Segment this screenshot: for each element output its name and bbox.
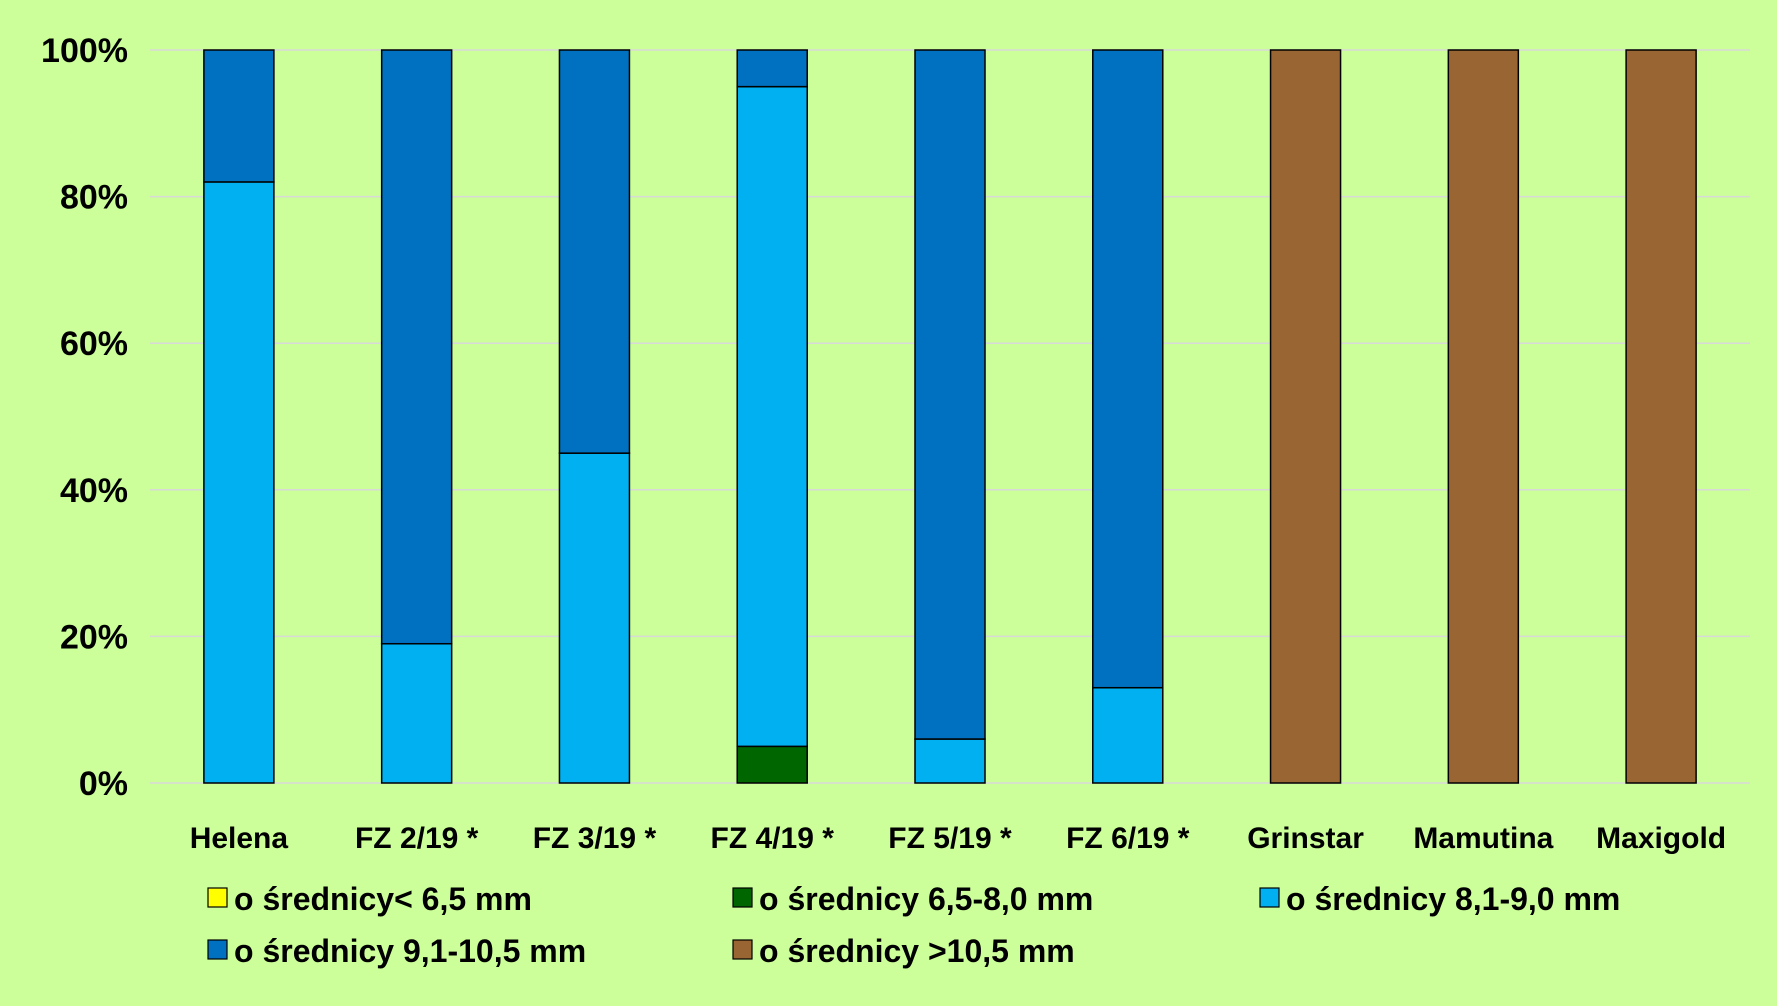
legend-label: o średnicy >10,5 mm [759, 933, 1075, 969]
x-tick-label: FZ 2/19 * [355, 822, 479, 855]
legend-label: o średnicy 6,5-8,0 mm [759, 881, 1093, 917]
legend-swatch [1259, 887, 1280, 908]
legend-swatch [207, 939, 228, 960]
x-tick-label: FZ 6/19 * [1066, 822, 1190, 855]
bar-segment [1447, 49, 1520, 784]
bar-segment [1625, 49, 1697, 784]
y-tick-label: 80% [60, 179, 128, 217]
legend-label: o średnicy< 6,5 mm [234, 881, 532, 917]
y-tick-label: 0% [79, 765, 128, 803]
bar-segment [380, 642, 453, 784]
legend-label: o średnicy 8,1-9,0 mm [1286, 881, 1620, 917]
y-axis-tick-labels: 0% 20% 40% 60% 80% 100% [41, 32, 128, 803]
legend: o średnicy< 6,5 mm o średnicy 6,5-8,0 mm o… [207, 881, 1620, 969]
bar-segment [736, 745, 808, 784]
x-tick-label: Mamutina [1413, 822, 1553, 855]
x-axis-category-labels: Helena FZ 2/19 * FZ 3/19 * FZ 4/19 * FZ 5/19… [190, 822, 1726, 855]
y-tick-label: 40% [60, 472, 128, 510]
bar-segment [736, 85, 808, 748]
bar-segment [1092, 686, 1164, 784]
x-tick-label: FZ 3/19 * [533, 822, 657, 855]
x-tick-label: FZ 5/19 * [888, 822, 1012, 855]
y-tick-label: 100% [41, 32, 128, 70]
bar-segment [380, 49, 453, 645]
bar-segment [1092, 49, 1164, 689]
x-tick-label: FZ 4/19 * [711, 822, 835, 855]
bar-segment [558, 49, 631, 454]
legend-label: o średnicy 9,1-10,5 mm [234, 933, 586, 969]
x-tick-label: Helena [190, 822, 289, 855]
bar-segment [203, 181, 275, 784]
bar-segment [1269, 49, 1342, 784]
bar-segment [914, 49, 986, 740]
bar-segment [558, 452, 631, 784]
legend-swatch [732, 939, 753, 960]
x-tick-label: Maxigold [1596, 822, 1726, 855]
bar-segment [203, 49, 275, 183]
y-tick-label: 60% [60, 325, 128, 363]
y-tick-label: 20% [60, 618, 128, 656]
legend-swatch [207, 887, 228, 908]
bars [203, 49, 1697, 784]
bar-segment [914, 738, 986, 784]
x-tick-label: Grinstar [1247, 822, 1364, 855]
bar-segment [736, 49, 808, 88]
legend-swatch [732, 887, 753, 908]
